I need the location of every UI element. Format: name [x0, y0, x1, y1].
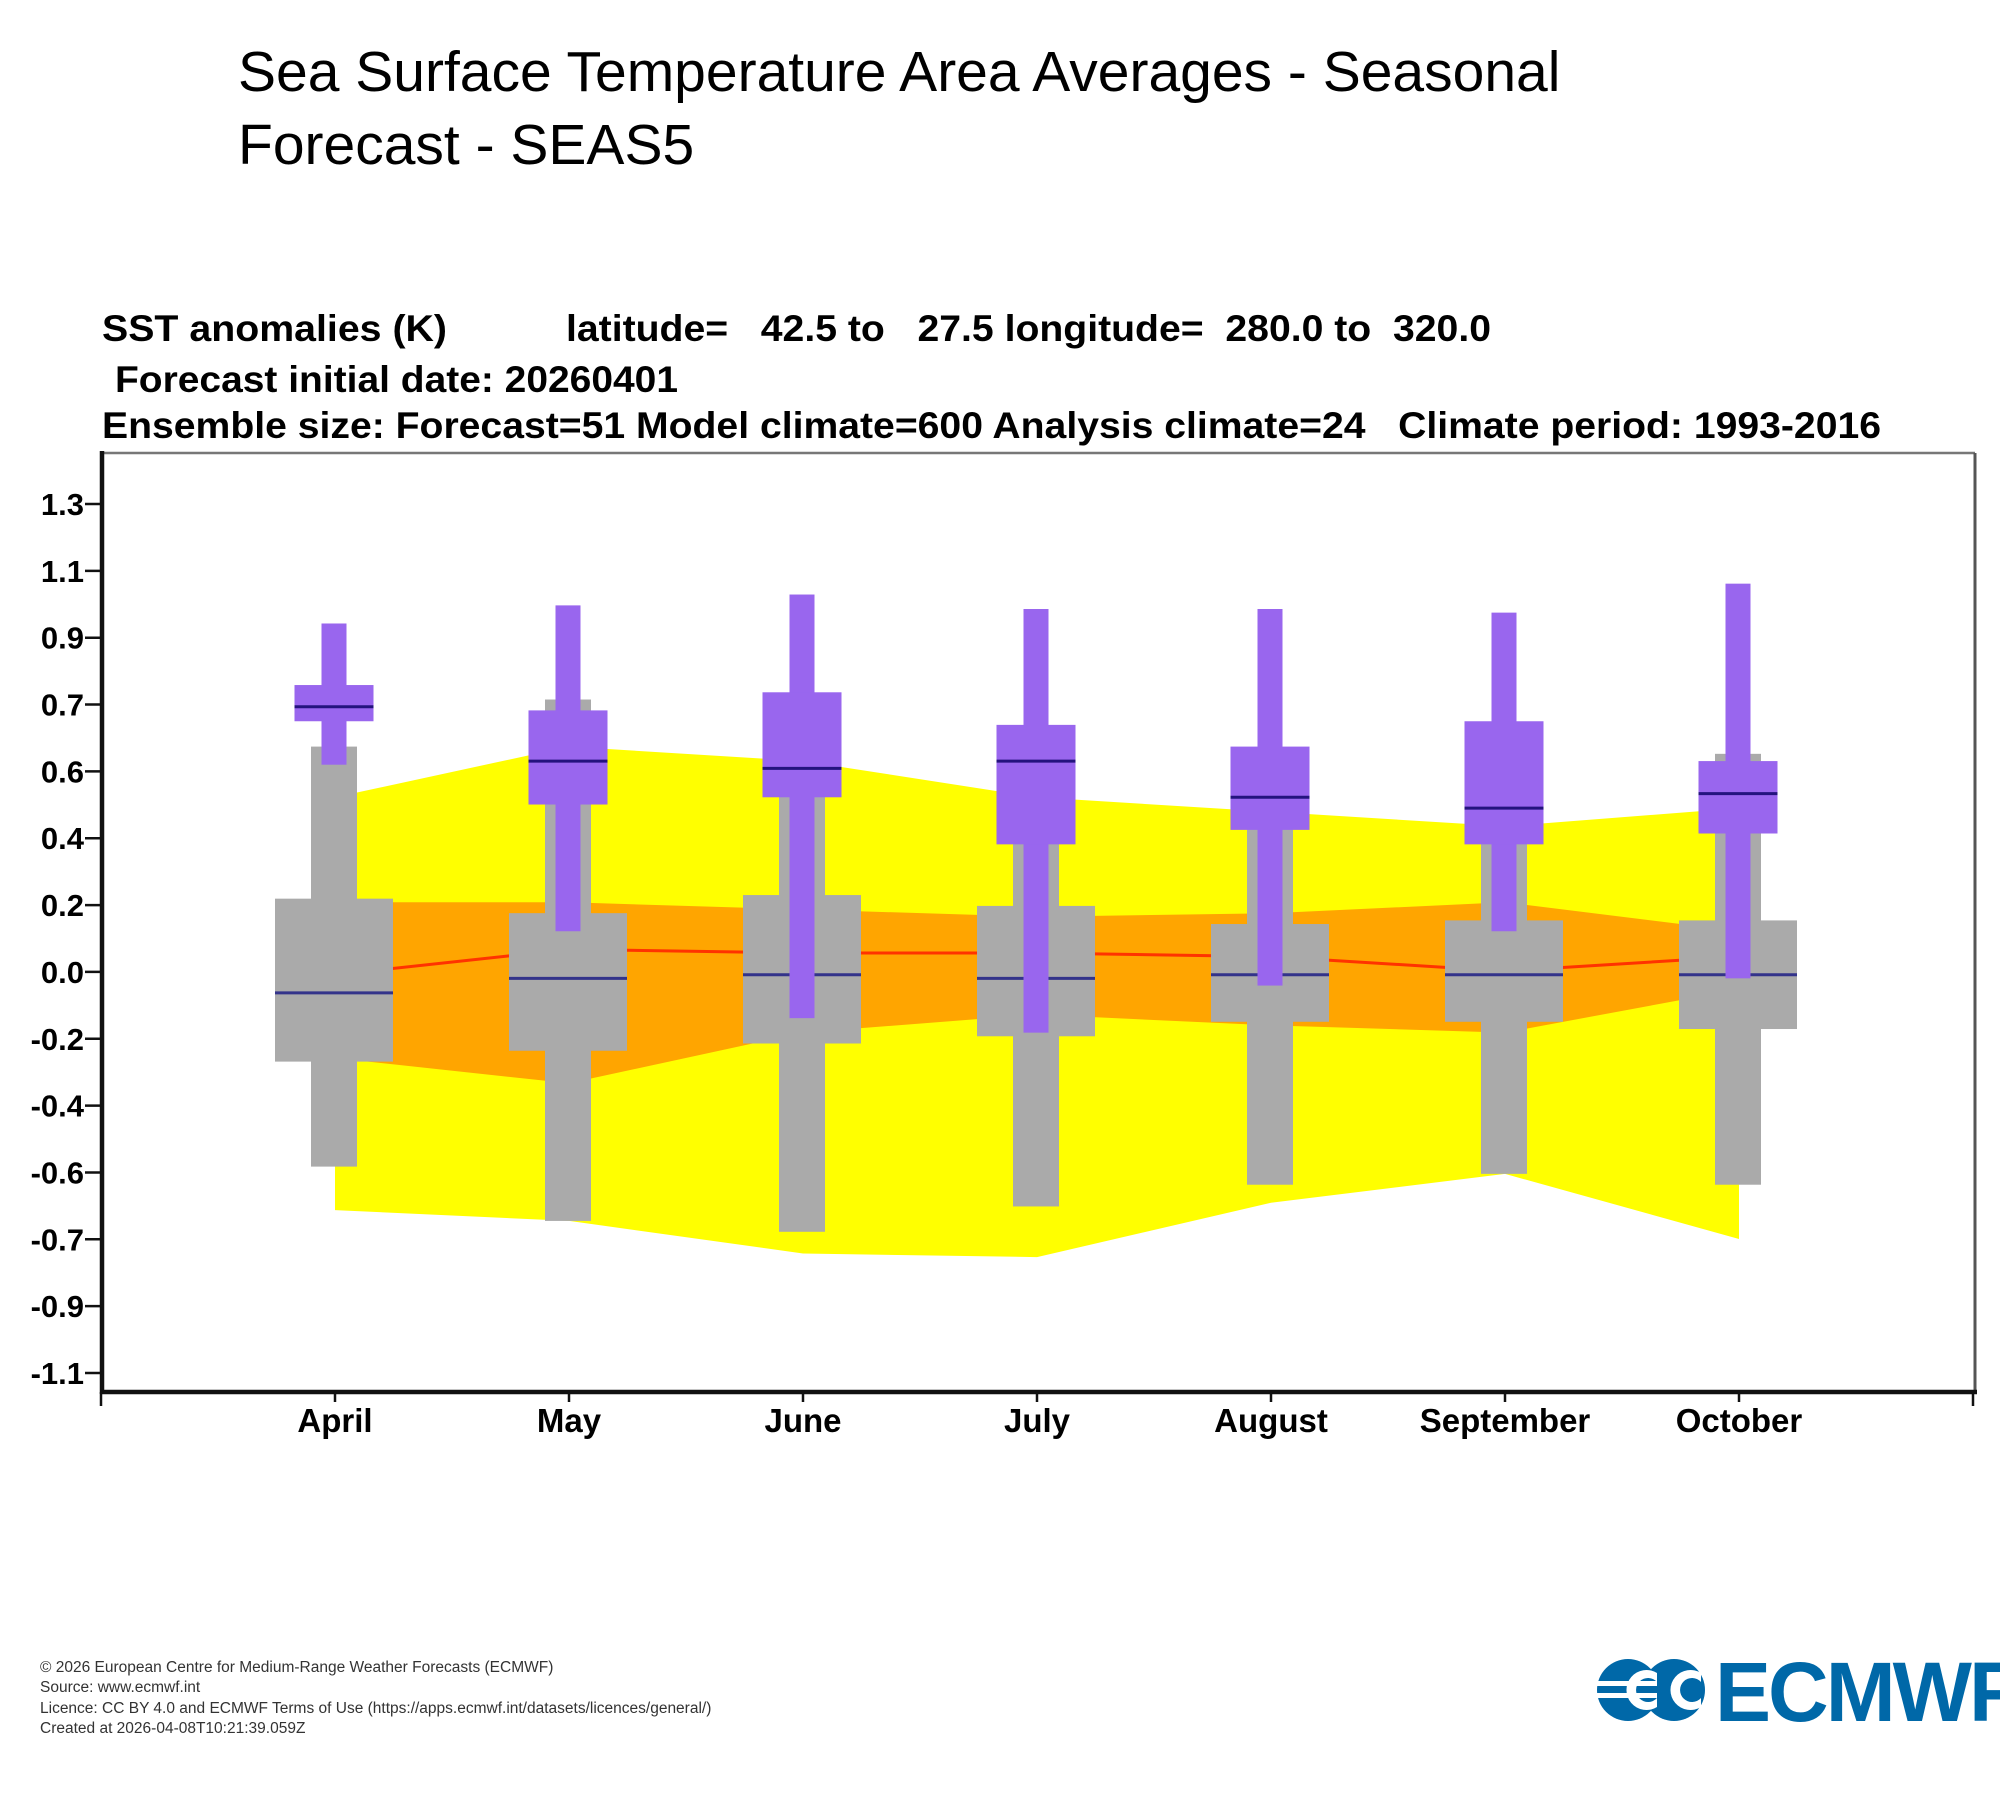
- model-climate-box: [1445, 811, 1563, 1174]
- y-tick-label: -0.2: [31, 1022, 84, 1057]
- y-tick-label: -0.6: [31, 1155, 84, 1190]
- y-tick-label: 0.4: [41, 821, 85, 856]
- y-tick-label: 0.9: [41, 621, 84, 656]
- y-tick-label: 0.6: [41, 754, 84, 789]
- x-tick-label: October: [1676, 1402, 1803, 1439]
- ecmwf-logo-text: ECMWF: [1715, 1645, 2000, 1739]
- footer: © 2026 European Centre for Medium-Range …: [40, 1658, 711, 1739]
- forecast-interquartile-box: [1464, 721, 1544, 845]
- model-climate-interquartile-box: [509, 913, 627, 1051]
- y-tick-label: -0.4: [31, 1089, 85, 1124]
- forecast-interquartile-box: [294, 685, 374, 722]
- y-tick-label: 1.1: [41, 554, 84, 589]
- y-axis-ticks: 1.3 1.1 0.9 0.7 0.6 0.4 0.2 0.0 -0.2 -0.4 -0.6 -0.7…: [31, 487, 102, 1391]
- model-climate-box: [743, 775, 861, 1232]
- page-title-line-1: Sea Surface Temperature Area Averages - …: [238, 40, 1561, 104]
- ecmwf-logo-icon: [1597, 1659, 1705, 1721]
- ecmwf-logo: ECMWF: [1597, 1645, 2000, 1739]
- x-axis-ticks: April May June July August September October: [99, 1392, 1975, 1439]
- y-tick-label: -0.7: [31, 1222, 84, 1257]
- x-tick-label: August: [1214, 1402, 1328, 1439]
- header-initial-date: Forecast initial date: 20260401: [115, 359, 678, 400]
- forecast-interquartile-box: [1698, 761, 1778, 834]
- header-ensemble-info: Ensemble size: Forecast=51 Model climate…: [102, 405, 1881, 446]
- y-tick-label: 0.0: [41, 955, 84, 990]
- y-tick-label: -0.9: [31, 1289, 84, 1324]
- forecast-box: [996, 609, 1076, 1033]
- forecast-interquartile-box: [528, 710, 608, 805]
- model-climate-interquartile-box: [275, 898, 393, 1062]
- y-tick-label: 0.2: [41, 888, 84, 923]
- forecast-interquartile-box: [996, 724, 1076, 845]
- page-title: Sea Surface Temperature Area Averages - …: [238, 36, 1560, 182]
- model-climate-box: [275, 746, 393, 1167]
- footer-source: Source: www.ecmwf.int: [40, 1679, 201, 1697]
- box-plots: [275, 583, 1797, 1232]
- forecast-box: [1464, 612, 1544, 932]
- forecast-box: [1230, 609, 1310, 986]
- x-tick-label: September: [1420, 1402, 1591, 1439]
- forecast-whisker: [789, 594, 815, 1019]
- footer-created: Created at 2026-04-08T10:21:39.059Z: [40, 1719, 306, 1737]
- plot-frame: [99, 451, 1977, 1395]
- x-tick-label: April: [297, 1402, 372, 1439]
- footer-copyright: © 2026 European Centre for Medium-Range …: [40, 1659, 554, 1676]
- page-title-line-2: Forecast - SEAS5: [238, 113, 695, 177]
- y-tick-label: 1.3: [41, 487, 84, 522]
- chart-header: SST anomalies (K) latitude= 42.5 to 27.5…: [102, 308, 1881, 446]
- forecast-box: [528, 605, 608, 932]
- forecast-box: [1698, 583, 1778, 979]
- footer-licence: Licence: CC BY 4.0 and ECMWF Terms of Us…: [40, 1699, 712, 1717]
- y-tick-label: -1.1: [31, 1356, 84, 1391]
- x-tick-label: May: [537, 1402, 602, 1439]
- x-tick-label: July: [1004, 1402, 1071, 1439]
- header-region: latitude= 42.5 to 27.5 longitude= 280.0 …: [566, 308, 1491, 349]
- x-tick-label: June: [764, 1402, 841, 1439]
- y-tick-label: 0.7: [41, 688, 84, 723]
- header-variable: SST anomalies (K): [102, 308, 447, 349]
- model-climate-interquartile-box: [1445, 920, 1563, 1022]
- forecast-box: [762, 594, 842, 1019]
- forecast-interquartile-box: [762, 692, 842, 798]
- forecast-box: [294, 623, 374, 765]
- forecast-interquartile-box: [1230, 746, 1310, 830]
